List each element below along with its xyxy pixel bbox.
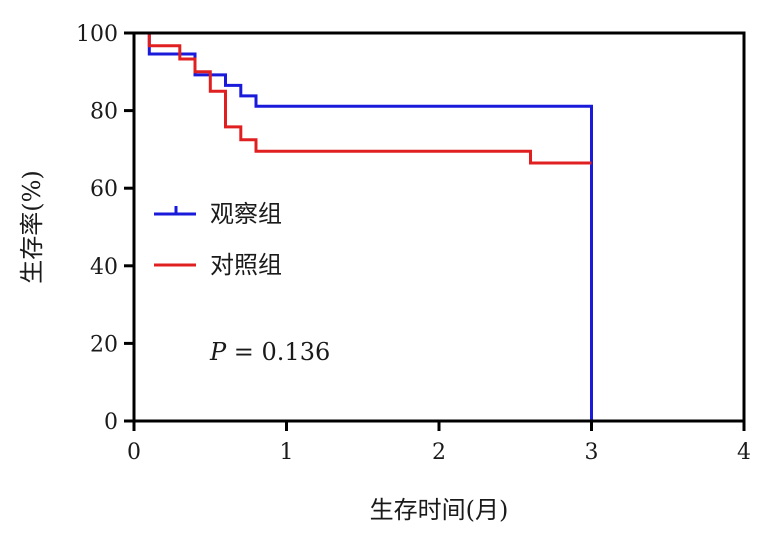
y-tick-label: 40 [90, 255, 118, 280]
legend-item-series-2: 对照组 [154, 251, 282, 279]
p-value-annotation: P = 0.136 [209, 338, 330, 366]
series-line-2 [134, 31, 592, 165]
x-axis-label: 生存时间(月) [370, 496, 509, 524]
y-tick-label: 20 [90, 332, 118, 357]
legend-label-series-1: 观察组 [210, 200, 282, 228]
p-value-text: = 0.136 [226, 338, 330, 366]
x-tick-label: 4 [737, 440, 751, 465]
y-tick-label: 100 [76, 22, 118, 47]
legend-label-series-2: 对照组 [210, 251, 282, 279]
x-tick-label: 0 [127, 440, 141, 465]
y-axis-label: 生存率(%) [18, 170, 46, 284]
legend-item-series-1: 观察组 [154, 200, 282, 228]
series-line-1 [134, 31, 593, 421]
y-tick-label: 80 [90, 100, 118, 125]
y-tick-label: 0 [104, 410, 118, 435]
x-tick-label: 3 [585, 440, 599, 465]
series-layer [134, 31, 593, 421]
x-tick-label: 1 [280, 440, 294, 465]
legend: 观察组 对照组 [154, 200, 282, 279]
x-tick-label: 2 [432, 440, 446, 465]
p-value-symbol: P [209, 338, 227, 366]
y-tick-label: 60 [90, 177, 118, 202]
